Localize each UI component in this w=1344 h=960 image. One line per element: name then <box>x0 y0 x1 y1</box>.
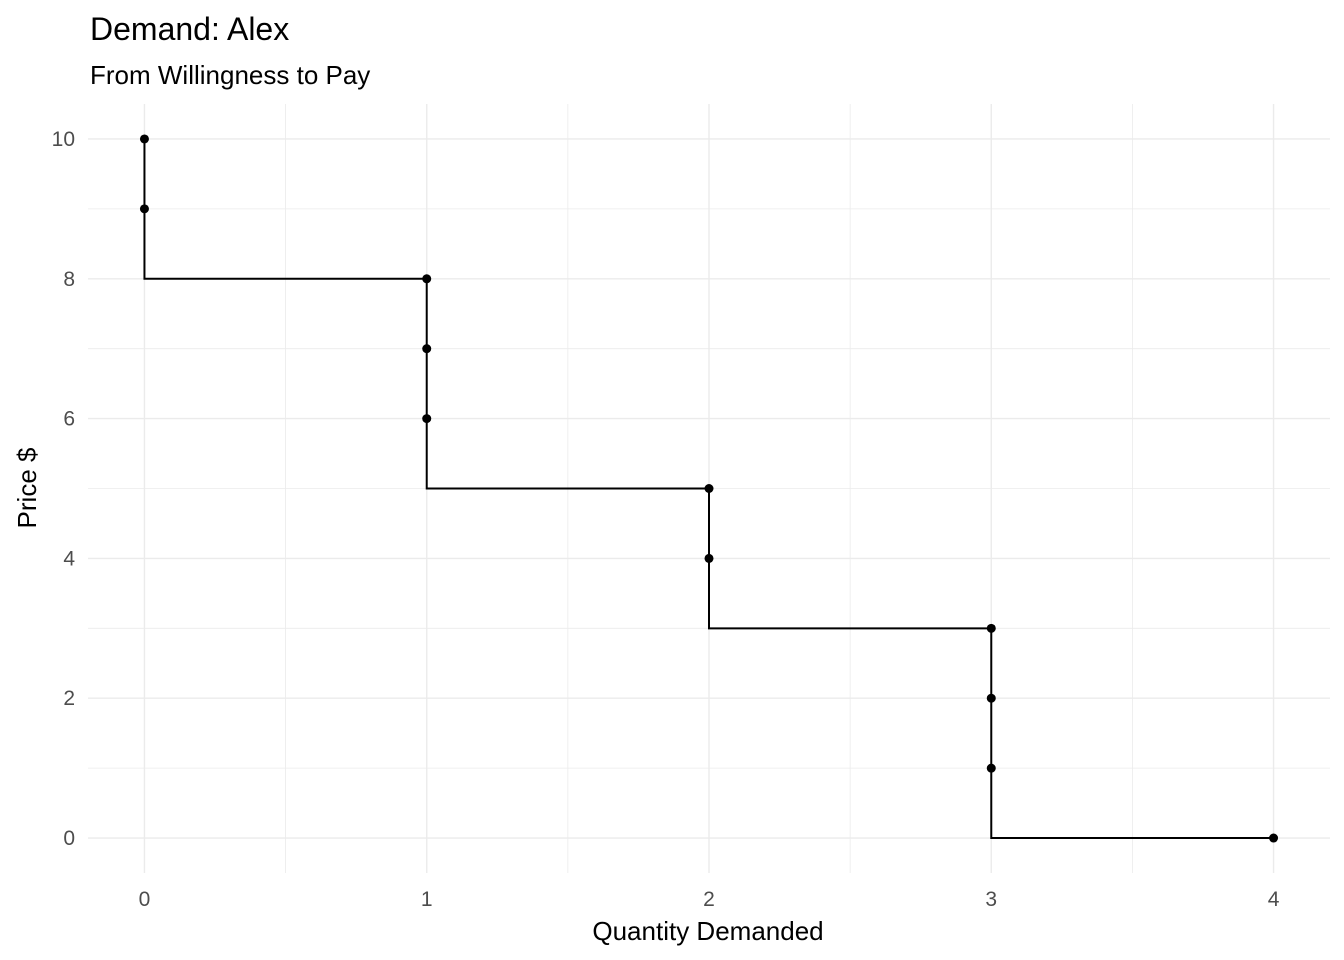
data-point <box>139 204 149 214</box>
x-tick-label: 3 <box>985 888 997 911</box>
data-point <box>1269 833 1279 843</box>
y-tick-label: 8 <box>63 268 75 291</box>
x-tick-label: 4 <box>1268 888 1280 911</box>
x-tick-label: 1 <box>421 888 433 911</box>
data-point <box>422 344 432 354</box>
data-point <box>139 134 149 144</box>
data-points <box>139 134 1279 843</box>
y-tick-label: 2 <box>63 687 75 710</box>
data-point <box>986 623 996 633</box>
y-tick-label: 10 <box>52 128 75 151</box>
x-tick-label: 0 <box>139 888 151 911</box>
data-point <box>422 274 432 284</box>
x-tick-label: 2 <box>703 888 715 911</box>
data-point <box>986 693 996 703</box>
chart-subtitle: From Willingness to Pay <box>90 60 370 90</box>
x-axis-title: Quantity Demanded <box>592 916 823 946</box>
x-tick-labels: 0 1 2 3 4 <box>139 888 1280 911</box>
data-point <box>986 763 996 773</box>
y-tick-label: 4 <box>63 547 75 570</box>
chart-title: Demand: Alex <box>90 11 289 47</box>
y-axis-title: Price $ <box>12 447 42 528</box>
y-tick-labels: 0 2 4 6 8 10 <box>52 128 76 850</box>
data-point <box>704 484 714 493</box>
y-tick-label: 6 <box>63 408 75 431</box>
data-point <box>422 414 432 424</box>
data-point <box>704 553 714 563</box>
y-tick-label: 0 <box>63 827 75 850</box>
